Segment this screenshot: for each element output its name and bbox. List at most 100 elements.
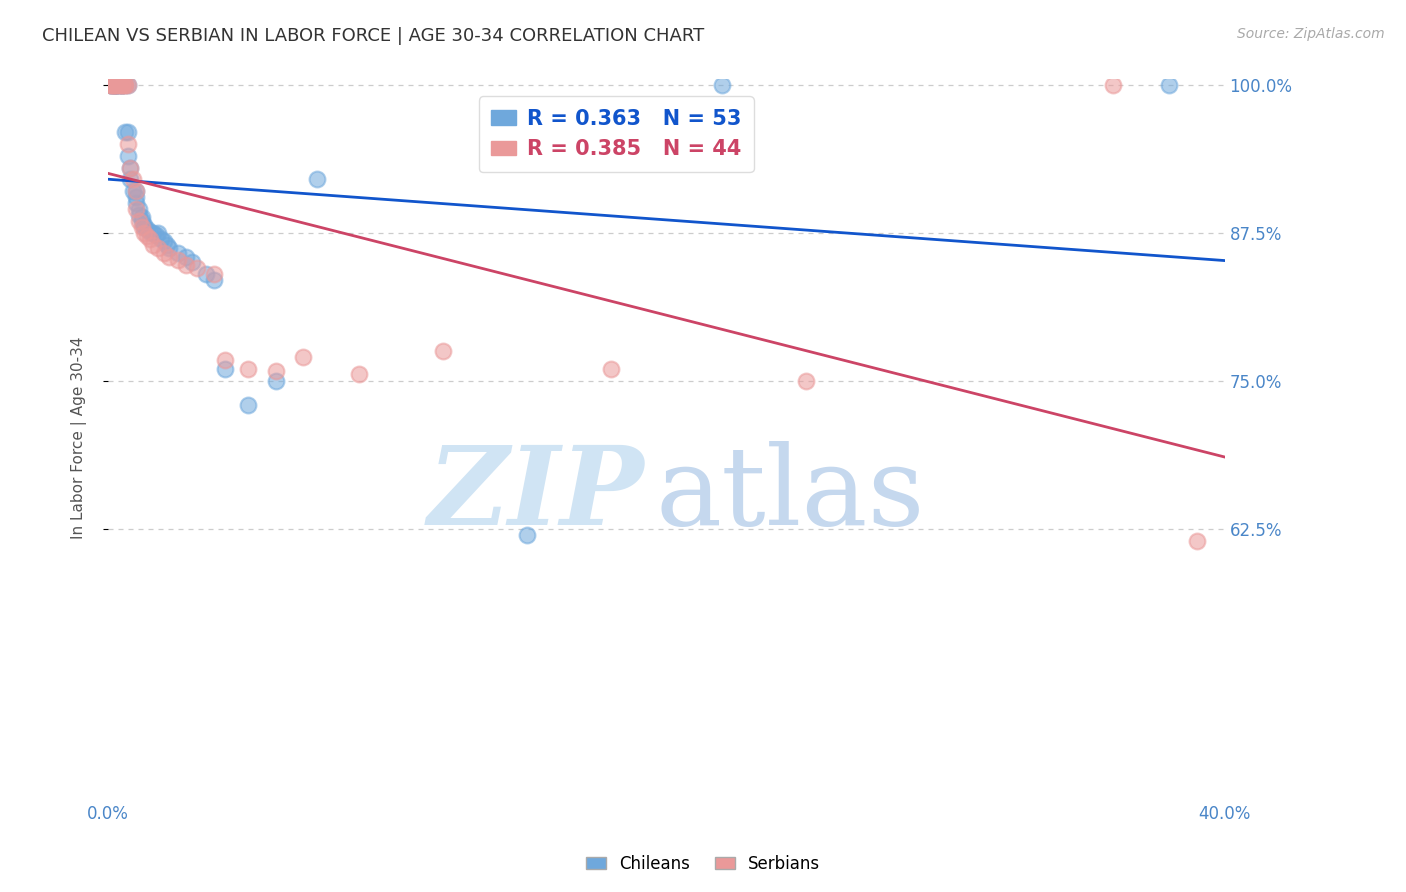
Text: Source: ZipAtlas.com: Source: ZipAtlas.com — [1237, 27, 1385, 41]
Point — [142, 226, 165, 240]
Point — [125, 196, 148, 211]
Point — [174, 250, 197, 264]
Point — [108, 78, 131, 92]
Point — [131, 214, 153, 228]
Point — [120, 161, 142, 175]
Point — [117, 78, 139, 92]
Point — [105, 78, 128, 92]
Point — [139, 232, 162, 246]
Point — [105, 78, 128, 92]
Point — [128, 208, 150, 222]
Point — [156, 237, 179, 252]
Point — [103, 78, 125, 92]
Point — [711, 78, 734, 92]
Text: ZIP: ZIP — [427, 441, 644, 549]
Point — [114, 78, 136, 92]
Point — [105, 78, 128, 92]
Point — [105, 78, 128, 92]
Point — [108, 78, 131, 92]
Point — [111, 78, 134, 92]
Point — [214, 362, 236, 376]
Point — [167, 253, 190, 268]
Point — [307, 172, 329, 186]
Point — [148, 241, 170, 255]
Point — [125, 190, 148, 204]
Text: CHILEAN VS SERBIAN IN LABOR FORCE | AGE 30-34 CORRELATION CHART: CHILEAN VS SERBIAN IN LABOR FORCE | AGE … — [42, 27, 704, 45]
Point — [145, 228, 167, 243]
Point — [1157, 78, 1180, 92]
Point — [111, 78, 134, 92]
Point — [122, 172, 145, 186]
Point — [103, 78, 125, 92]
Point — [599, 362, 621, 376]
Point — [100, 78, 122, 92]
Point — [159, 241, 181, 255]
Point — [122, 185, 145, 199]
Point — [131, 219, 153, 234]
Point — [432, 344, 454, 359]
Point — [125, 185, 148, 199]
Point — [114, 125, 136, 139]
Point — [125, 185, 148, 199]
Point — [1102, 78, 1125, 92]
Point — [134, 218, 156, 232]
Point — [136, 229, 159, 244]
Point — [180, 255, 202, 269]
Point — [202, 268, 225, 282]
Legend: R = 0.363   N = 53, R = 0.385   N = 44: R = 0.363 N = 53, R = 0.385 N = 44 — [479, 96, 754, 172]
Point — [117, 136, 139, 151]
Point — [134, 226, 156, 240]
Point — [174, 258, 197, 272]
Point — [108, 78, 131, 92]
Point — [1185, 533, 1208, 548]
Point — [128, 214, 150, 228]
Y-axis label: In Labor Force | Age 30-34: In Labor Force | Age 30-34 — [72, 336, 87, 539]
Point — [105, 78, 128, 92]
Point — [117, 78, 139, 92]
Point — [111, 78, 134, 92]
Point — [117, 125, 139, 139]
Point — [142, 237, 165, 252]
Point — [194, 268, 217, 282]
Point — [111, 78, 134, 92]
Point — [153, 246, 176, 260]
Point — [103, 78, 125, 92]
Point — [159, 250, 181, 264]
Point — [349, 367, 371, 381]
Point — [120, 161, 142, 175]
Point — [236, 362, 259, 376]
Point — [100, 78, 122, 92]
Point — [150, 232, 173, 246]
Point — [264, 364, 287, 378]
Point — [108, 78, 131, 92]
Point — [120, 172, 142, 186]
Point — [202, 273, 225, 287]
Point — [794, 374, 817, 388]
Point — [103, 78, 125, 92]
Point — [214, 352, 236, 367]
Point — [100, 78, 122, 92]
Point — [103, 78, 125, 92]
Point — [134, 219, 156, 234]
Point — [100, 78, 122, 92]
Point — [153, 234, 176, 248]
Point — [236, 398, 259, 412]
Point — [131, 211, 153, 225]
Point — [125, 202, 148, 216]
Point — [128, 202, 150, 216]
Point — [114, 78, 136, 92]
Point — [292, 351, 315, 365]
Point — [103, 78, 125, 92]
Point — [516, 528, 538, 542]
Point — [139, 225, 162, 239]
Point — [136, 222, 159, 236]
Point — [264, 374, 287, 388]
Point — [148, 226, 170, 240]
Point — [111, 78, 134, 92]
Point — [167, 246, 190, 260]
Point — [100, 78, 122, 92]
Point — [117, 149, 139, 163]
Point — [100, 78, 122, 92]
Point — [105, 78, 128, 92]
Text: atlas: atlas — [655, 442, 925, 548]
